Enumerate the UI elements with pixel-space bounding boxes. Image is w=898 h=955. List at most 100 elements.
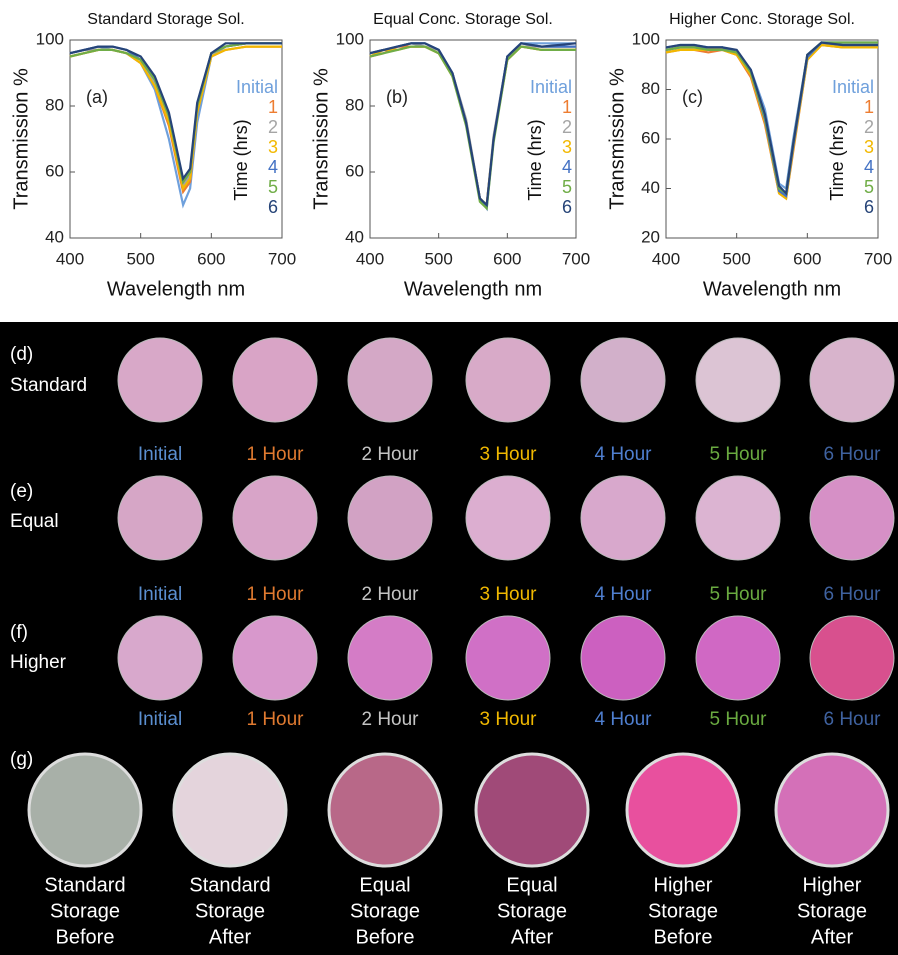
y-tick-label: 40 [345,227,364,246]
dish [696,476,780,560]
legend-entry: 4 [268,157,278,177]
time-label: 3 Hour [479,444,537,465]
time-label: 6 Hour [823,709,881,730]
dish [581,616,665,700]
time-label: 3 Hour [479,584,537,605]
dish [118,338,202,422]
legend-entry: 4 [562,157,572,177]
y-tick-label: 60 [45,161,64,180]
y-tick-label: 40 [641,178,660,197]
legend-title: Time (hrs) [827,119,847,200]
caption: Before [356,926,415,948]
time-label: 5 Hour [709,444,767,465]
time-label: 1 Hour [246,584,304,605]
y-tick-label: 60 [345,161,364,180]
dish [696,338,780,422]
legend-entry: 1 [864,97,874,117]
chart-title: Equal Conc. Storage Sol. [373,11,553,28]
row-name: Standard [10,375,87,396]
caption: Before [654,926,713,948]
x-tick-label: 500 [722,249,750,268]
x-tick-label: 500 [424,249,452,268]
dish [810,338,894,422]
legend-entry: 1 [562,97,572,117]
y-tick-label: 100 [336,29,364,48]
dish [348,616,432,700]
y-tick-label: 80 [345,95,364,114]
dish-photo [29,754,141,866]
time-label: Initial [138,584,182,605]
dish [810,476,894,560]
caption: Higher [803,874,862,896]
time-label: 4 Hour [594,584,652,605]
caption: After [209,926,252,948]
dish-photo [329,754,441,866]
legend-entry: Initial [530,77,572,97]
time-label: Initial [138,444,182,465]
x-axis-label: Wavelength nm [703,278,841,300]
dish [233,338,317,422]
caption: Standard [189,874,270,896]
x-tick-label: 700 [268,249,296,268]
legend-entry: 4 [864,157,874,177]
dish [581,338,665,422]
row-name: Higher [10,652,67,673]
dish [466,338,550,422]
panel-label: (a) [86,87,108,107]
caption: Equal [506,874,557,896]
y-tick-label: 100 [36,29,64,48]
caption: After [811,926,854,948]
y-tick-label: 40 [45,227,64,246]
x-axis-label: Wavelength nm [107,278,245,300]
chart-title: Higher Conc. Storage Sol. [669,11,855,28]
x-tick-label: 400 [356,249,384,268]
row-letter: (f) [10,622,28,643]
legend-entry: 5 [268,177,278,197]
figure: Standard Storage Sol. Transmission % Wavel… [0,0,898,955]
dish-photo [476,754,588,866]
dish [233,476,317,560]
series-line [370,47,576,205]
legend-title: Time (hrs) [525,119,545,200]
row-letter: (d) [10,344,33,365]
y-tick-label: 80 [45,95,64,114]
dish [466,616,550,700]
x-axis-label: Wavelength nm [404,278,542,300]
page: {"chart_data": [ {"type": "line", "title… [0,0,898,955]
x-tick-label: 600 [197,249,225,268]
x-tick-label: 600 [493,249,521,268]
panel-label: (b) [386,87,408,107]
legend-entry: 3 [864,137,874,157]
dish [118,476,202,560]
legend-entry: 6 [864,197,874,217]
caption: Storage [648,900,718,922]
x-tick-label: 400 [652,249,680,268]
legend-entry: 2 [268,117,278,137]
caption: Storage [195,900,265,922]
dish [696,616,780,700]
comparison-letter: (g) [10,749,33,770]
y-tick-label: 100 [632,29,660,48]
caption: Higher [654,874,713,896]
time-label: Initial [138,709,182,730]
x-tick-label: 700 [864,249,892,268]
series-line [370,43,576,208]
dish-photo [776,754,888,866]
time-label: 4 Hour [594,709,652,730]
legend-entry: 5 [562,177,572,197]
y-axis-label: Transmission % [310,68,332,210]
caption: Before [56,926,115,948]
dish [348,476,432,560]
legend-entry: Initial [832,77,874,97]
legend-entry: 6 [268,197,278,217]
panel-label: (c) [682,87,703,107]
caption: Standard [44,874,125,896]
caption: Storage [50,900,120,922]
legend-title: Time (hrs) [231,119,251,200]
time-label: 3 Hour [479,709,537,730]
dish [581,476,665,560]
y-axis-label: Transmission % [10,68,32,210]
chart-title: Standard Storage Sol. [87,11,244,28]
legend-entry: 3 [268,137,278,157]
caption: Storage [497,900,567,922]
